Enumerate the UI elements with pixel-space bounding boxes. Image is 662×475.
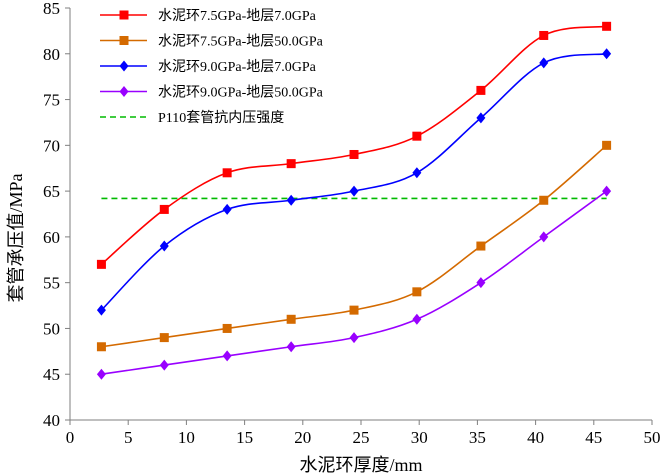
legend-label: 水泥环7.5GPa-地层50.0GPa	[158, 34, 324, 50]
legend-swatch-marker	[119, 10, 129, 20]
data-point	[602, 185, 612, 197]
y-tick-label: 85	[43, 0, 60, 18]
data-point	[539, 231, 549, 243]
data-point	[222, 323, 232, 333]
legend-swatch-marker	[119, 86, 129, 97]
y-tick-label: 50	[43, 319, 60, 338]
data-point	[476, 112, 486, 124]
x-ticks: 0 5 10 15 20 25 30 35 40 45 50	[66, 420, 661, 447]
y-tick-label: 65	[43, 182, 60, 201]
y-ticks: 40 45 50 55 60 65 70 75 80 85	[43, 0, 70, 430]
y-axis-title: 套管承压值/MPa	[6, 173, 26, 302]
x-tick-label: 40	[527, 428, 544, 447]
series-line	[101, 190, 608, 376]
legend-label: 水泥环9.0GPa-地层7.0GPa	[158, 59, 317, 75]
legend-item: 水泥环7.5GPa-地层7.0GPa	[100, 8, 317, 24]
data-point	[222, 203, 232, 215]
data-point	[476, 241, 486, 251]
data-point	[412, 313, 422, 325]
data-point	[159, 359, 169, 371]
data-point	[476, 277, 486, 289]
x-tick-label: 45	[585, 428, 602, 447]
data-point	[412, 167, 422, 179]
data-point	[539, 30, 549, 40]
legend-label: P110套管抗内压强度	[158, 110, 284, 126]
data-point	[349, 332, 359, 344]
data-point	[159, 333, 169, 343]
x-tick-label: 25	[353, 428, 370, 447]
data-point	[286, 341, 296, 353]
x-tick-label: 10	[178, 428, 195, 447]
data-point	[96, 342, 106, 352]
y-tick-label: 55	[43, 274, 60, 293]
y-tick-label: 80	[43, 45, 60, 64]
legend-item: P110套管抗内压强度	[100, 110, 284, 126]
legend-label: 水泥环9.0GPa-地层50.0GPa	[158, 85, 324, 101]
x-tick-label: 20	[294, 428, 311, 447]
series-3	[96, 48, 612, 316]
legend-item: 水泥环7.5GPa-地层50.0GPa	[100, 34, 324, 50]
y-tick-label: 75	[43, 91, 60, 110]
y-tick-label: 40	[43, 411, 60, 430]
data-point	[349, 185, 359, 197]
data-point	[222, 168, 232, 178]
legend-item: 水泥环9.0GPa-地层50.0GPa	[100, 85, 324, 101]
series-2	[96, 140, 612, 352]
x-tick-label: 30	[411, 428, 428, 447]
data-point	[349, 149, 359, 159]
series-4	[96, 185, 612, 380]
data-point	[602, 48, 612, 60]
legend: 水泥环7.5GPa-地层7.0GPa 水泥环7.5GPa-地层50.0GPa 水泥环…	[100, 8, 324, 126]
x-tick-label: 50	[644, 428, 661, 447]
data-point	[602, 140, 612, 150]
data-point	[96, 368, 106, 380]
legend-swatch-marker	[119, 36, 129, 45]
data-point	[476, 85, 486, 95]
data-point	[539, 57, 549, 69]
series-group	[96, 21, 612, 380]
legend-swatch-marker	[119, 60, 129, 72]
data-point	[159, 204, 169, 214]
data-point	[222, 350, 232, 362]
legend-label: 水泥环7.5GPa-地层7.0GPa	[158, 8, 317, 24]
data-point	[96, 259, 106, 269]
x-axis-title: 水泥环厚度/mm	[299, 455, 422, 475]
x-tick-label: 5	[124, 428, 133, 447]
series-line	[101, 144, 608, 348]
x-tick-label: 0	[66, 428, 75, 447]
data-point	[159, 240, 169, 252]
data-point	[602, 21, 612, 31]
data-point	[286, 314, 296, 324]
data-point	[539, 195, 549, 205]
x-tick-label: 15	[236, 428, 253, 447]
x-tick-label: 35	[469, 428, 486, 447]
y-tick-label: 70	[43, 136, 60, 155]
y-tick-label: 60	[43, 228, 60, 247]
y-tick-label: 45	[43, 365, 60, 384]
data-point	[349, 305, 359, 315]
series-1	[96, 21, 612, 269]
data-point	[96, 304, 106, 316]
legend-item: 水泥环9.0GPa-地层7.0GPa	[100, 59, 317, 75]
data-point	[412, 131, 422, 141]
data-point	[286, 159, 296, 169]
data-point	[412, 287, 422, 297]
data-point	[286, 194, 296, 206]
